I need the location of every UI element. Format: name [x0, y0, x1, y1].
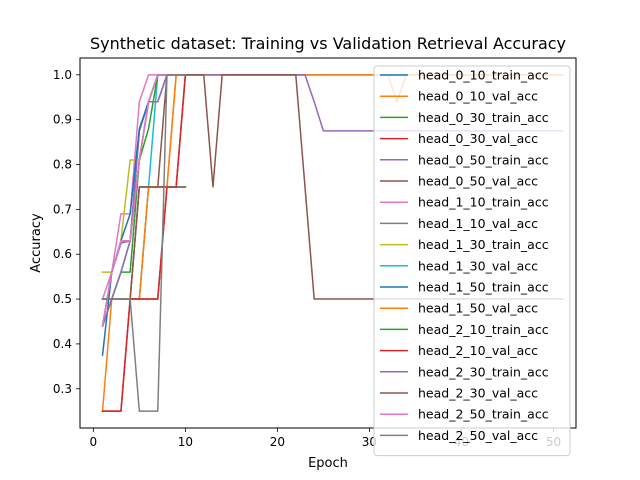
y-tick-label: 0.3 — [53, 382, 72, 396]
legend-label: head_1_50_val_acc — [418, 301, 538, 316]
chart-title: Synthetic dataset: Training vs Validatio… — [90, 34, 566, 53]
legend-label: head_2_50_train_acc — [418, 407, 549, 422]
legend: head_0_10_train_acc head_0_10_val_acchead… — [373, 65, 571, 457]
y-tick-label: 0.4 — [53, 337, 72, 351]
y-tick-label: 0.5 — [53, 292, 72, 306]
series-layer — [101, 74, 564, 412]
legend-label: head_2_50_val_acc — [418, 428, 538, 443]
x-axis-label: Epoch — [308, 456, 348, 471]
legend-label: head_0_30_val_acc — [418, 131, 538, 146]
legend-label: head_0_50_train_acc — [418, 152, 549, 167]
legend-label: head_2_30_val_acc — [418, 386, 538, 401]
legend-label: head_1_10_train_acc — [418, 195, 549, 210]
legend-label: head_1_50_train_acc — [418, 280, 549, 295]
y-axis-label: Accuracy — [29, 213, 44, 273]
x-tick-label: 30 — [362, 435, 377, 449]
legend-label: head_2_10_val_acc — [418, 343, 538, 358]
y-tick-label: 0.6 — [53, 247, 72, 261]
legend-label: head_0_30_train_acc — [418, 110, 549, 125]
x-tick-label: 10 — [178, 435, 193, 449]
legend-label: head_2_10_train_acc — [418, 322, 549, 337]
y-tick-label: 0.9 — [53, 113, 72, 127]
legend-label: head_0_10_val_acc — [418, 89, 538, 104]
y-tick-label: 0.8 — [53, 158, 72, 172]
plot-area: 01020304050 0.30.40.50.60.70.80.91.0 — [53, 57, 577, 449]
legend-label: head_1_10_val_acc — [418, 216, 538, 231]
legend-label: head_0_10_train_acc — [418, 68, 549, 83]
legend-label: head_1_30_train_acc — [418, 237, 549, 252]
x-tick-label: 0 — [90, 435, 98, 449]
y-tick-label: 0.7 — [53, 202, 72, 216]
y-tick-label: 1.0 — [53, 68, 72, 82]
x-tick-label: 20 — [270, 435, 285, 449]
legend-box — [373, 65, 571, 457]
axes-frame — [79, 57, 577, 429]
legend-label: head_2_30_train_acc — [418, 364, 549, 379]
y-axis: 0.3 0.4 0.5 0.6 0.7 0.8 0.9 1.0 — [53, 68, 80, 396]
legend-label: head_1_30_val_acc — [418, 258, 538, 273]
legend-label: head_0_50_val_acc — [418, 174, 538, 189]
series-line-head-2-50-val-acc — [101, 74, 187, 412]
